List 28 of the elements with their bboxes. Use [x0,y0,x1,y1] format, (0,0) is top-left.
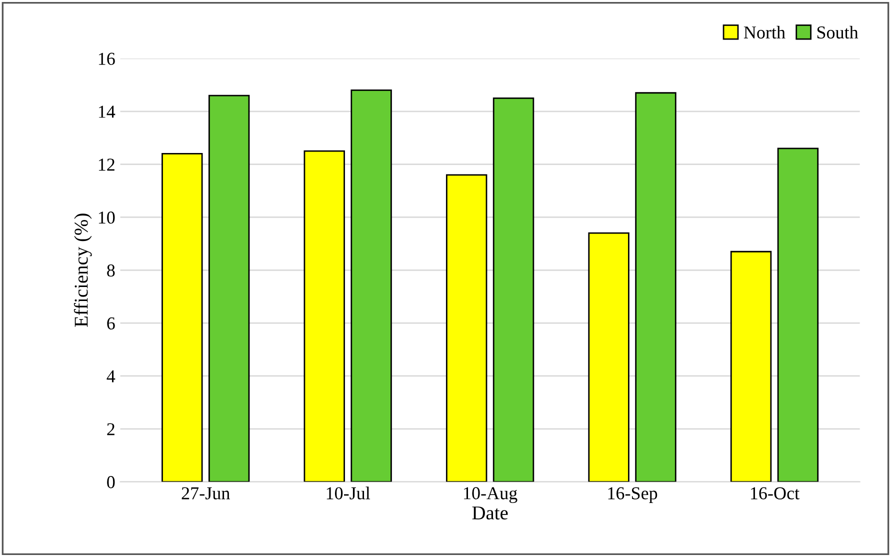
x-tick-label: 10-Jul [326,486,370,500]
bar [635,92,676,482]
y-axis-title: Efficiency (%) [74,214,92,327]
y-tick-label: 4 [106,370,116,382]
legend-label: South [817,26,858,39]
y-tick-label: 2 [107,423,114,436]
bar [777,148,819,482]
bar [492,97,534,482]
legend-label: North [744,26,786,39]
x-tick-label: 10-Aug [464,487,518,504]
bar [730,250,772,482]
x-tick-label: 16-Oct [751,487,800,500]
bar [350,90,392,482]
y-tick-label: 10 [98,211,115,224]
bar [446,174,488,482]
x-tick-label: 27-Jun [182,487,230,500]
y-tick-label: 0 [107,476,115,488]
y-tick-label: 14 [98,106,116,118]
y-tick-label: 8 [107,264,115,277]
y-tick-label: 12 [98,158,114,171]
bar [304,150,345,482]
y-tick-label: 6 [107,317,115,330]
bar [588,232,630,482]
bar [208,94,250,482]
x-axis-title: Date [472,506,508,520]
x-tick-label: 16-Sep [608,487,658,504]
y-tick-label: 16 [98,52,115,65]
bar [162,153,203,482]
